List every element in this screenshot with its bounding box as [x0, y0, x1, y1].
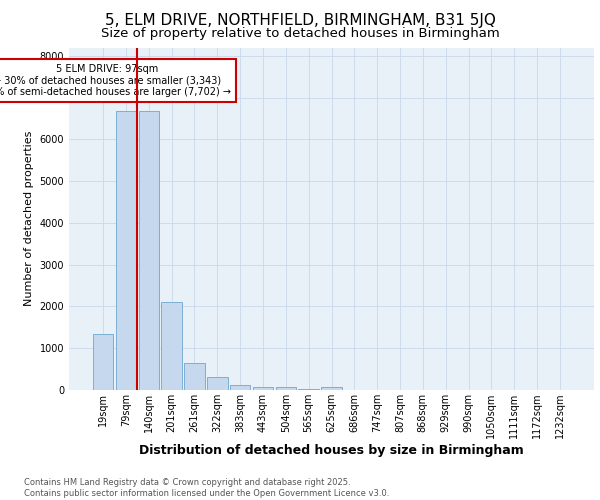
Bar — [253, 386, 273, 390]
Y-axis label: Number of detached properties: Number of detached properties — [24, 131, 34, 306]
Bar — [275, 388, 296, 390]
Text: Contains HM Land Registry data © Crown copyright and database right 2025.
Contai: Contains HM Land Registry data © Crown c… — [24, 478, 389, 498]
Bar — [298, 389, 319, 390]
Text: 5 ELM DRIVE: 97sqm
← 30% of detached houses are smaller (3,343)
69% of semi-deta: 5 ELM DRIVE: 97sqm ← 30% of detached hou… — [0, 64, 231, 98]
Text: Size of property relative to detached houses in Birmingham: Size of property relative to detached ho… — [101, 28, 499, 40]
Bar — [230, 384, 250, 390]
X-axis label: Distribution of detached houses by size in Birmingham: Distribution of detached houses by size … — [139, 444, 524, 457]
Bar — [93, 334, 113, 390]
Text: 5, ELM DRIVE, NORTHFIELD, BIRMINGHAM, B31 5JQ: 5, ELM DRIVE, NORTHFIELD, BIRMINGHAM, B3… — [104, 12, 496, 28]
Bar — [321, 388, 342, 390]
Bar — [207, 376, 227, 390]
Bar — [139, 111, 159, 390]
Bar — [184, 364, 205, 390]
Bar — [161, 302, 182, 390]
Bar — [116, 111, 136, 390]
